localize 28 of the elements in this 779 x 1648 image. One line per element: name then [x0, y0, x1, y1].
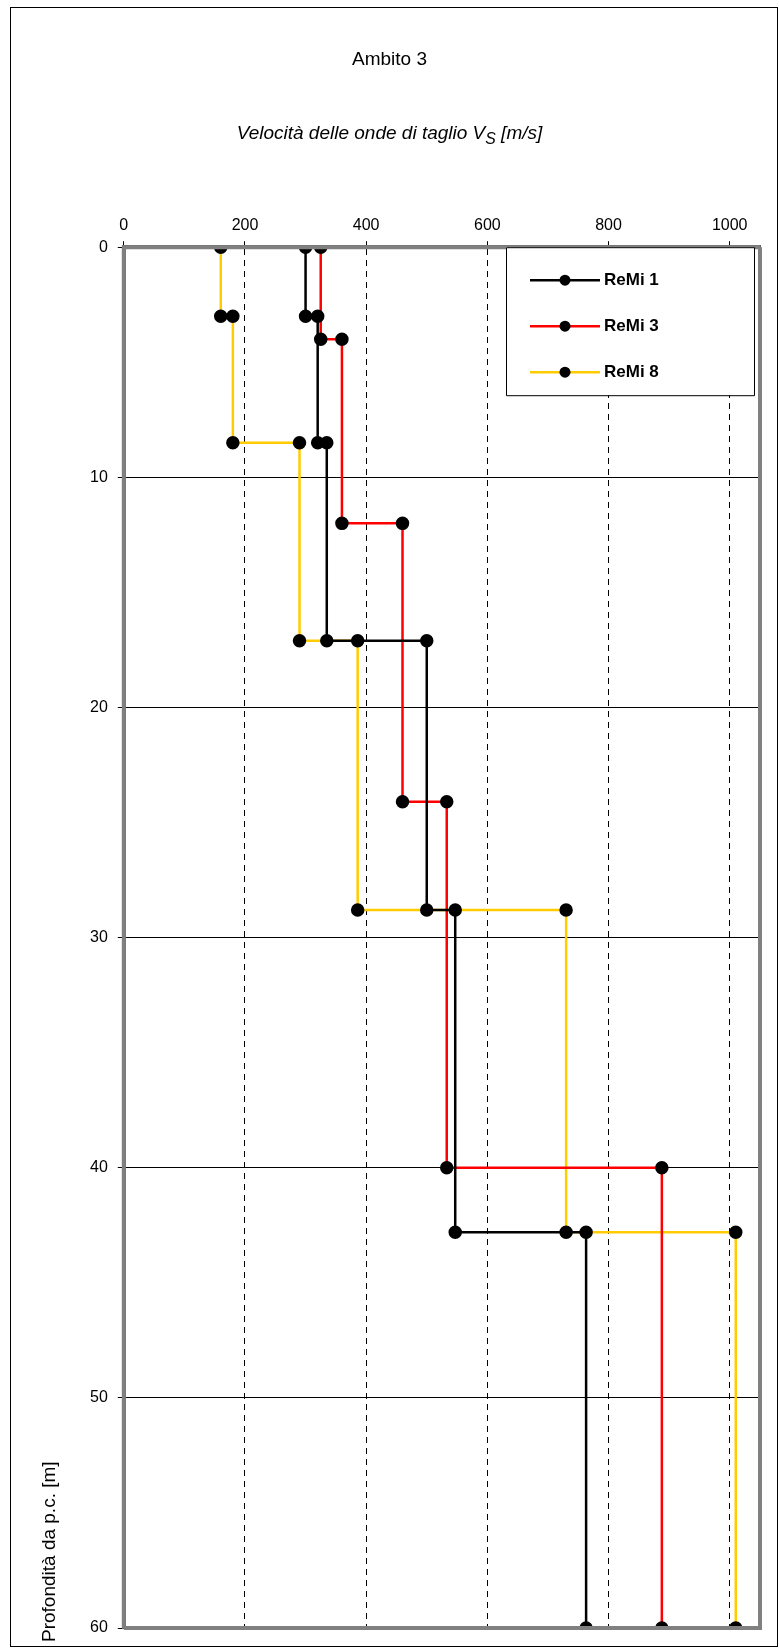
y-tick-label: 0	[98, 237, 108, 255]
y-tick-label: 30	[90, 928, 108, 946]
point	[420, 903, 434, 917]
point	[320, 633, 334, 648]
x-tick-label: 800	[595, 216, 622, 234]
point	[579, 1225, 593, 1239]
y-axis-title: Profondità da p.c. [m]	[38, 1461, 60, 1642]
point	[448, 903, 462, 917]
x-tick-label: 0	[119, 216, 129, 234]
point	[320, 436, 334, 450]
y-tick-label: 10	[90, 467, 108, 485]
x-tick-label: 400	[352, 216, 380, 234]
point	[448, 1225, 462, 1239]
y-tick-label: 20	[90, 697, 108, 715]
x-tick-label: 1000	[711, 216, 748, 234]
point	[310, 309, 325, 323]
point	[420, 633, 434, 648]
chart-title: Ambito 3	[351, 48, 428, 70]
y-tick-label: 60	[90, 1618, 108, 1636]
legend-label: ReMi 3	[604, 315, 659, 335]
x-tick-label: 200	[231, 216, 259, 234]
legend-label: ReMi 8	[604, 361, 659, 381]
point	[298, 309, 313, 323]
y-tick-label: 50	[90, 1388, 108, 1406]
x-axis-title: Velocità delle onde di taglio V$_{S}$ [m/s]	[235, 122, 544, 148]
y-tick-label: 40	[90, 1158, 108, 1176]
legend-label: ReMi 1	[604, 269, 659, 289]
x-tick-label: 600	[473, 216, 501, 234]
